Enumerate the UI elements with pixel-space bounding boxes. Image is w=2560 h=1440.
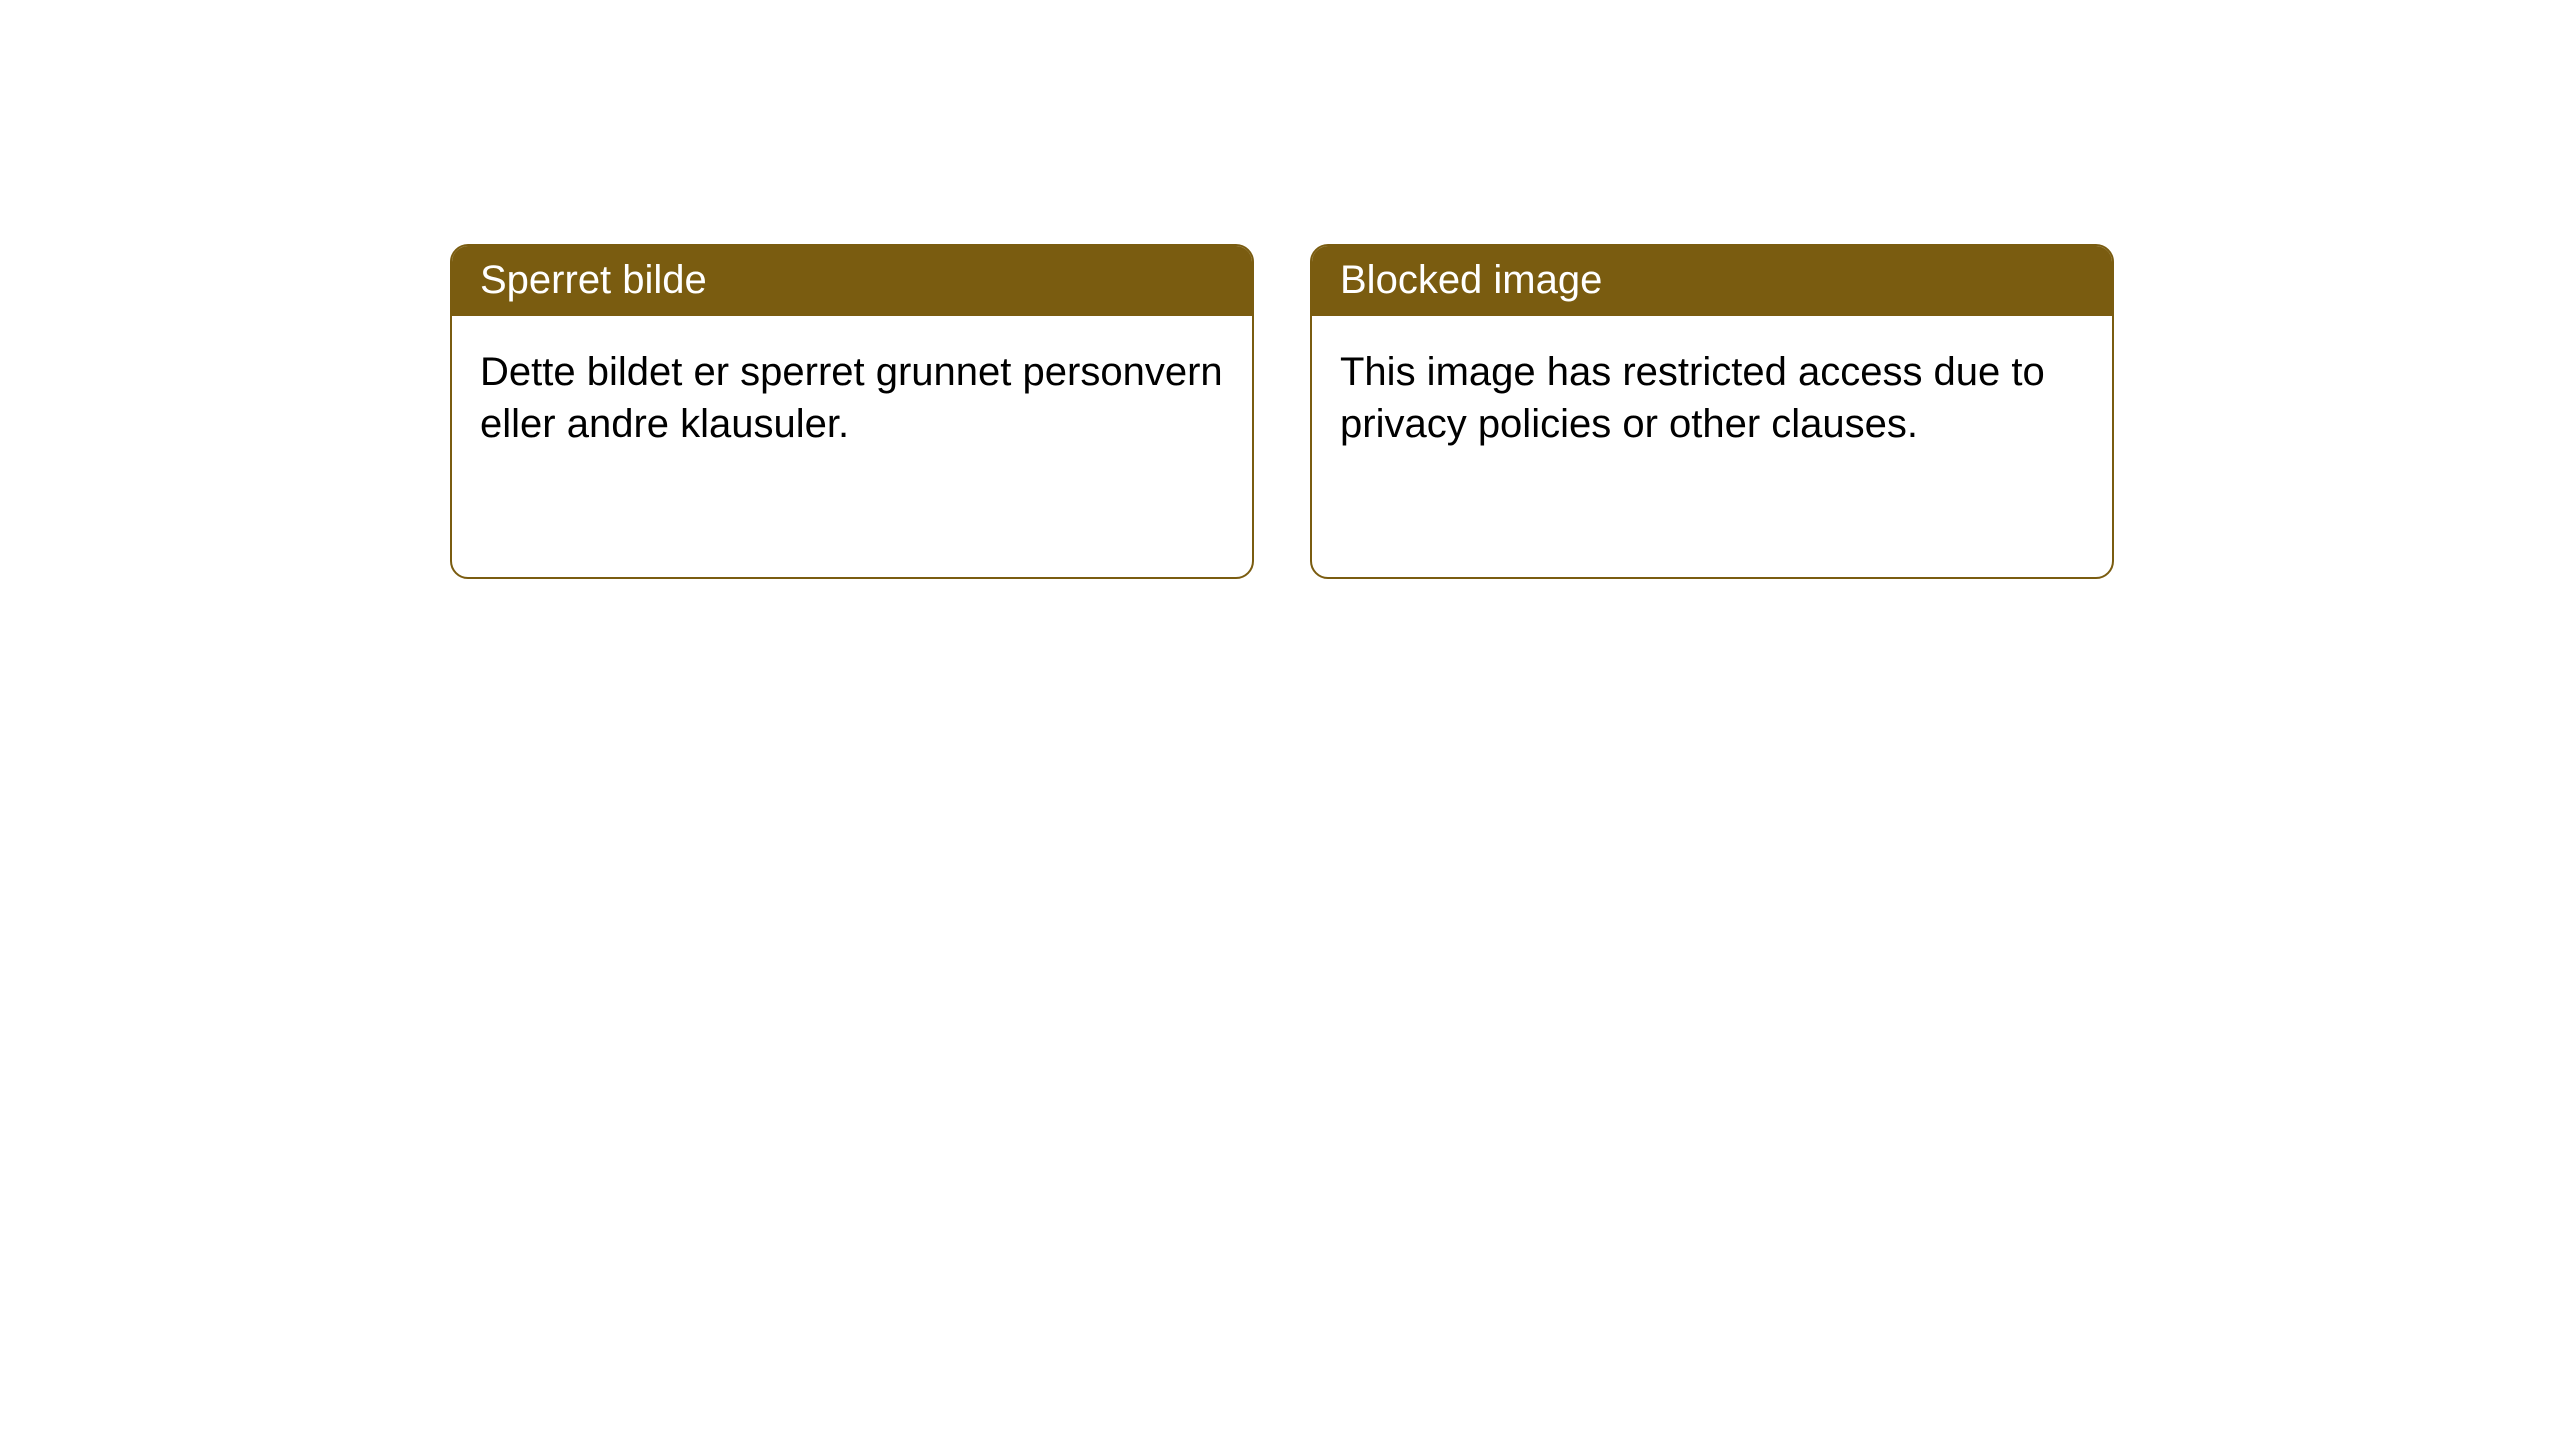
card-header-english: Blocked image	[1312, 246, 2112, 316]
notice-card-norwegian: Sperret bilde Dette bildet er sperret gr…	[450, 244, 1254, 579]
card-body-english: This image has restricted access due to …	[1312, 316, 2112, 480]
card-title: Sperret bilde	[480, 258, 707, 302]
card-body-norwegian: Dette bildet er sperret grunnet personve…	[452, 316, 1252, 480]
card-body-text: This image has restricted access due to …	[1340, 350, 2045, 446]
card-body-text: Dette bildet er sperret grunnet personve…	[480, 350, 1223, 446]
notice-card-english: Blocked image This image has restricted …	[1310, 244, 2114, 579]
notice-cards-container: Sperret bilde Dette bildet er sperret gr…	[450, 244, 2114, 579]
card-header-norwegian: Sperret bilde	[452, 246, 1252, 316]
card-title: Blocked image	[1340, 258, 1602, 302]
